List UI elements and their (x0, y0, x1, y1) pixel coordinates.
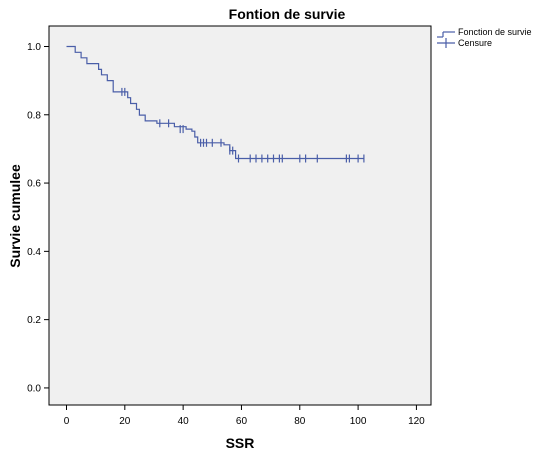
x-tick-label: 20 (119, 416, 131, 427)
x-tick-label: 120 (408, 416, 425, 427)
x-axis-ticks: 0 20 40 60 80 100 120 (64, 405, 425, 427)
y-tick-label: 0.2 (27, 315, 41, 326)
y-tick-label: 0.4 (27, 247, 41, 258)
x-tick-label: 40 (178, 416, 190, 427)
legend: Fonction de survie Censure (437, 27, 532, 48)
y-tick-label: 0.6 (27, 179, 41, 190)
legend-line-swatch (437, 31, 455, 38)
x-tick-label: 100 (350, 416, 367, 427)
y-axis-ticks: 0.0 0.2 0.4 0.6 0.8 1.0 (27, 42, 49, 394)
y-axis-title: Survie cumulee (7, 164, 23, 268)
x-tick-label: 0 (64, 416, 70, 427)
legend-label-survival: Fonction de survie (458, 27, 532, 37)
y-tick-label: 0.8 (27, 110, 41, 121)
plot-area (48, 25, 432, 406)
x-tick-label: 60 (236, 416, 248, 427)
censor-marks (121, 87, 365, 163)
x-tick-label: 80 (294, 416, 306, 427)
survival-curve (66, 45, 364, 160)
legend-censor-swatch (437, 38, 455, 48)
legend-label-censure: Censure (458, 38, 492, 48)
chart-title: Fontion de survie (229, 6, 346, 22)
x-axis-title: SSR (226, 435, 255, 451)
y-tick-label: 0.0 (27, 383, 41, 394)
y-tick-label: 1.0 (27, 42, 41, 53)
